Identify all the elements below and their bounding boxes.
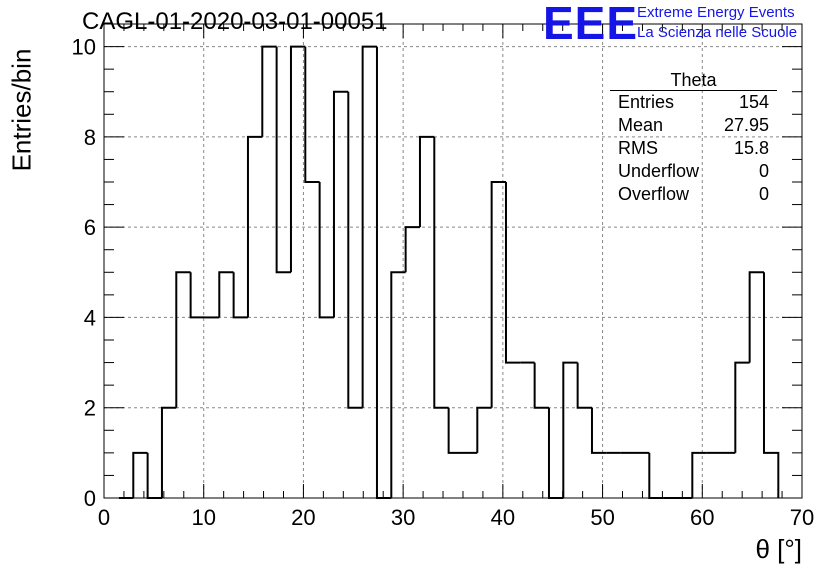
histogram-bin — [375, 46, 392, 499]
histogram-bin — [504, 182, 521, 364]
histogram-bin — [691, 451, 707, 498]
stats-row-entries: Entries 154 — [610, 91, 777, 114]
histogram-bin — [275, 46, 291, 274]
histogram-bin — [132, 451, 148, 498]
x-tick-label: 60 — [690, 505, 714, 530]
histogram-bin — [146, 452, 162, 499]
histogram-bin — [648, 452, 664, 499]
histogram-bin — [175, 271, 191, 408]
histogram-bin — [476, 406, 492, 453]
y-axis-label: Entries/bin — [6, 48, 37, 172]
histogram-bars — [118, 45, 780, 499]
axis-ticks — [103, 23, 803, 499]
histogram-bin — [304, 46, 320, 183]
stats-value: 27.95 — [723, 115, 769, 135]
x-tick-label: 70 — [790, 505, 814, 530]
stats-value: 0 — [758, 161, 769, 181]
stats-row-overflow: Overflow 0 — [610, 183, 777, 206]
x-tick-label: 30 — [391, 505, 415, 530]
stats-label: Mean — [618, 115, 664, 135]
histogram-bin — [404, 226, 420, 273]
stats-label: Overflow — [618, 184, 690, 204]
tick-labels: 0 10 20 30 40 50 60 70 0 2 4 6 8 10 — [72, 35, 815, 530]
grid — [104, 24, 802, 498]
histogram-bin — [246, 135, 263, 318]
y-tick-label: 6 — [84, 215, 96, 240]
histogram-bin — [576, 362, 592, 409]
histogram-bin — [218, 271, 234, 318]
stats-title: Theta — [610, 70, 777, 91]
histogram-bin — [232, 272, 248, 319]
stats-row-mean: Mean 27.95 — [610, 114, 777, 137]
plot-frame — [103, 23, 803, 499]
histogram-bin — [189, 272, 205, 319]
stats-row-rms: RMS 15.8 — [610, 137, 777, 160]
x-tick-label: 10 — [191, 505, 215, 530]
histogram-bin — [361, 45, 377, 408]
histogram-bin — [390, 271, 406, 498]
eee-logo: EEE — [543, 0, 639, 49]
x-tick-label: 0 — [98, 505, 110, 530]
histogram-bin — [261, 45, 277, 137]
y-tick-label: 8 — [84, 125, 96, 150]
x-tick-label: 50 — [590, 505, 614, 530]
stats-box: Theta Entries 154 Mean 27.95 RMS 15.8 Under… — [610, 70, 777, 206]
histogram-bin — [533, 362, 549, 409]
x-axis-label: θ [°] — [755, 534, 802, 564]
stats-label: Entries — [618, 92, 675, 112]
logo-line-1: Extreme Energy Events — [637, 4, 795, 21]
stats-row-underflow: Underflow 0 — [610, 160, 777, 183]
histogram-bin — [433, 136, 449, 409]
histogram-bin — [490, 181, 506, 408]
histogram-bin — [762, 272, 780, 498]
histogram-bin — [318, 182, 334, 319]
stats-label: Underflow — [618, 161, 700, 181]
stats-value: 154 — [738, 92, 769, 112]
histogram-bin — [160, 406, 177, 498]
histogram-bin — [734, 361, 750, 453]
x-tick-label: 20 — [291, 505, 315, 530]
histogram-bin — [332, 90, 349, 318]
histogram-bin — [748, 271, 764, 363]
stats-value: 15.8 — [733, 138, 769, 158]
histogram-bin — [447, 407, 463, 454]
histogram-bin — [562, 361, 578, 498]
chart-title: CAGL-01-2020-03-01-00051 — [82, 8, 388, 35]
y-tick-label: 10 — [72, 35, 96, 60]
histogram-bin — [418, 135, 435, 228]
y-tick-label: 0 — [84, 486, 96, 511]
histogram-bin — [347, 91, 363, 409]
y-tick-label: 4 — [84, 305, 96, 330]
x-tick-label: 40 — [491, 505, 515, 530]
histogram-bin — [590, 407, 607, 454]
y-tick-label: 2 — [84, 396, 96, 421]
histogram-bin — [547, 407, 564, 499]
stats-label: RMS — [618, 138, 658, 158]
logo-line-2: La Scienza nelle Scuole — [637, 24, 798, 41]
histogram-bin — [289, 45, 306, 273]
stats-value: 0 — [758, 184, 769, 204]
